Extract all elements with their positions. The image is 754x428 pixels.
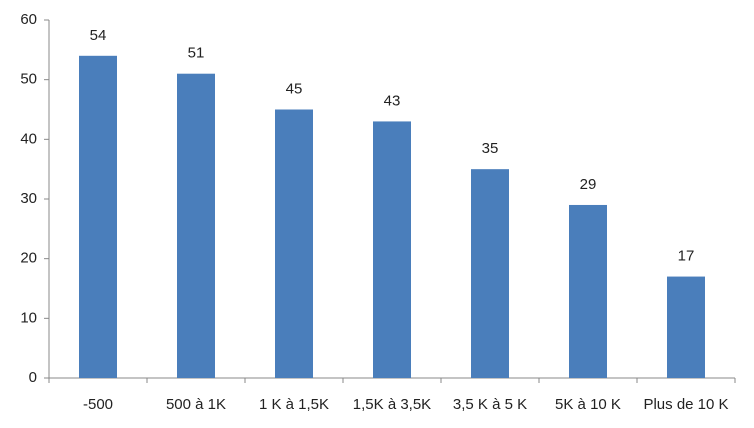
x-tick-label: 500 à 1K	[166, 396, 226, 413]
y-tick-label: 10	[20, 309, 37, 326]
y-tick-label: 40	[20, 130, 37, 147]
data-label: 45	[286, 80, 303, 97]
x-tick-label: 3,5 K à 5 K	[453, 396, 527, 413]
bar	[471, 169, 509, 378]
y-tick-label: 20	[20, 250, 37, 267]
data-label: 17	[678, 248, 695, 265]
y-tick-label: 30	[20, 190, 37, 207]
data-label: 51	[188, 45, 205, 62]
bar	[569, 204, 607, 378]
x-tick-label: 5K à 10 K	[555, 396, 621, 413]
x-tick-label: 1 K à 1,5K	[259, 396, 329, 413]
data-label: 29	[580, 176, 597, 193]
data-label: 35	[482, 140, 499, 157]
data-label: 43	[384, 92, 401, 109]
bar	[373, 121, 411, 378]
data-label: 54	[90, 27, 107, 44]
x-tick-label: -500	[83, 396, 113, 413]
x-tick-label: Plus de 10 K	[643, 396, 728, 413]
bar	[79, 55, 117, 379]
y-tick-label: 0	[29, 369, 37, 386]
x-tick-label: 1,5K à 3,5K	[353, 396, 431, 413]
y-tick-label: 60	[20, 11, 37, 28]
bar	[667, 276, 705, 378]
y-tick-label: 50	[20, 71, 37, 88]
bar	[177, 73, 215, 378]
bar	[275, 109, 313, 378]
